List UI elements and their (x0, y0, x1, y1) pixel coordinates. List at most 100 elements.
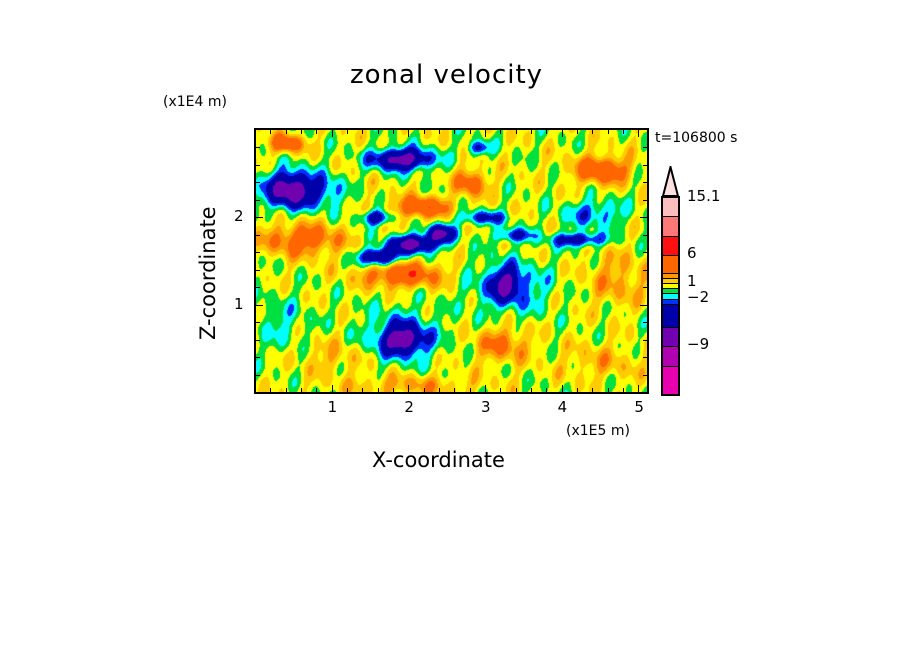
y-tick (256, 147, 260, 149)
y-tick (643, 199, 647, 201)
x-tick (454, 388, 456, 392)
x-tick (623, 388, 624, 392)
y-axis-unit: (x1E4 m) (163, 94, 227, 110)
y-tick (256, 199, 260, 201)
colorbar-segment (663, 273, 678, 279)
y-tick (643, 147, 647, 149)
x-tick (439, 130, 440, 134)
y-tick (643, 339, 647, 341)
x-tick (270, 388, 272, 392)
x-tick (362, 130, 364, 134)
x-tick (623, 130, 624, 134)
x-tick (485, 385, 486, 392)
x-tick (423, 130, 425, 134)
y-tick-label: 1 (234, 294, 244, 313)
x-tick-label: 5 (634, 398, 644, 416)
y-tick (256, 164, 260, 166)
x-tick (331, 130, 333, 137)
chart-title: zonal velocity (350, 60, 544, 90)
colorbar-segment (663, 283, 678, 289)
x-tick (454, 130, 456, 134)
x-tick (362, 388, 364, 392)
x-tick (301, 388, 302, 392)
x-tick (439, 388, 440, 392)
x-tick (347, 388, 348, 392)
x-tick (515, 388, 517, 392)
colorbar-segment (663, 293, 678, 299)
x-tick (500, 388, 502, 392)
x-tick (500, 130, 502, 134)
x-axis-label: X-coordinate (372, 448, 505, 472)
y-tick (256, 182, 260, 184)
x-tick-label: 3 (481, 398, 491, 416)
x-tick (638, 130, 640, 137)
colorbar-segment (663, 254, 678, 274)
y-tick (256, 322, 260, 324)
x-tick (592, 388, 594, 392)
x-tick-label: 4 (557, 398, 568, 416)
x-tick (393, 388, 394, 392)
plot-area (254, 128, 649, 394)
colorbar-label: 6 (687, 243, 697, 262)
colorbar-segment (663, 303, 678, 327)
colorbar-segment (663, 198, 678, 217)
x-tick (285, 388, 287, 392)
x-tick (515, 130, 517, 134)
y-tick (256, 339, 260, 341)
y-tick (643, 269, 647, 271)
y-tick (256, 217, 263, 219)
y-tick (643, 357, 647, 359)
x-tick (561, 385, 563, 392)
x-tick (531, 388, 532, 392)
contour-field (256, 130, 647, 392)
y-tick (256, 269, 260, 271)
y-axis-label: Z-coordinate (196, 206, 220, 340)
y-tick (643, 374, 647, 376)
colorbar-segment (663, 278, 678, 284)
colorbar-segment (663, 298, 678, 304)
x-tick (607, 130, 609, 134)
x-tick (316, 130, 318, 134)
colorbar-segment (663, 326, 678, 347)
colorbar-segment (663, 365, 678, 394)
y-tick (256, 357, 260, 359)
y-tick (256, 304, 263, 306)
x-tick (546, 388, 548, 392)
colorbar-label: −2 (687, 287, 710, 306)
x-tick-label: 2 (404, 398, 414, 416)
time-label: t=106800 s (655, 130, 738, 146)
x-tick (347, 130, 348, 134)
x-tick (485, 130, 486, 137)
colorbar-segment (663, 216, 678, 236)
colorbar-segment (663, 235, 678, 255)
colorbar (661, 196, 680, 396)
x-tick (561, 130, 563, 137)
x-tick (377, 130, 379, 134)
y-tick (643, 234, 647, 236)
x-tick (607, 388, 609, 392)
y-tick (643, 252, 647, 254)
x-tick-label: 1 (327, 398, 338, 416)
y-tick (256, 234, 260, 236)
x-tick (393, 130, 394, 134)
x-tick (408, 130, 410, 137)
y-tick (643, 322, 647, 324)
y-tick (256, 287, 260, 289)
x-axis-unit: (x1E5 m) (566, 423, 630, 439)
x-tick (638, 385, 640, 392)
x-tick (469, 388, 471, 392)
colorbar-over-triangle (661, 166, 680, 197)
y-tick (256, 374, 260, 376)
x-tick (377, 388, 379, 392)
y-tick (256, 252, 260, 254)
x-tick (270, 130, 272, 134)
y-tick (643, 182, 647, 184)
x-tick (469, 130, 471, 134)
x-tick (408, 385, 410, 392)
y-tick (640, 304, 647, 306)
colorbar-segment (663, 346, 678, 366)
x-tick (577, 388, 578, 392)
colorbar-label: 15.1 (687, 187, 721, 205)
x-tick (592, 130, 594, 134)
